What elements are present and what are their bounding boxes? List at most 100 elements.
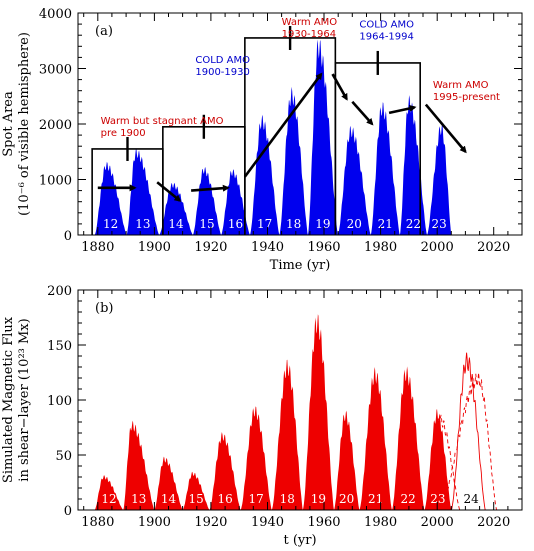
amo-annotation: Warm AMO 1995-present <box>433 80 500 103</box>
cycle-21-area <box>359 367 392 510</box>
trend-arrow <box>331 73 348 101</box>
x-axis: 1880 1900 1920 1940 1960 1980 2000 2020 <box>81 290 523 530</box>
cycle-label: 17 <box>257 217 272 231</box>
cycle-label: 12 <box>103 217 118 231</box>
amo-regime-boxes <box>91 25 421 235</box>
cycle-label: 18 <box>280 492 295 506</box>
x-tick-label: 2020 <box>477 515 510 530</box>
y-tick-label: 2000 <box>39 118 72 133</box>
x-tick-label: 1940 <box>251 515 284 530</box>
y-tick-label: 50 <box>55 449 72 464</box>
cycle-label: 14 <box>168 217 184 231</box>
cycle-labels: 12 13 14 15 16 17 18 19 20 21 22 23 <box>103 217 447 231</box>
amo-annotation-line: Warm AMO <box>282 17 338 28</box>
cycle-label: 22 <box>406 217 421 231</box>
cycle-label: 16 <box>228 217 243 231</box>
y-axis-title: Simulated Magnetic Flux <box>1 316 16 483</box>
y-axis-title: Spot Area <box>1 91 16 157</box>
x-tick-label: 2020 <box>477 240 510 255</box>
x-tick-label: 1980 <box>364 515 397 530</box>
cycle-20-area <box>333 410 360 510</box>
amo-annotation-line: COLD AMO <box>195 55 250 66</box>
amo-annotations: Warm but stagnant AMO pre 1900 COLD AMO 190… <box>101 17 500 139</box>
cycle-label: 17 <box>249 492 264 506</box>
x-axis-title: Time (yr) <box>270 258 331 273</box>
cycle-label: 12 <box>101 492 116 506</box>
amo-annotation-line: 1995-present <box>433 92 500 103</box>
y-tick-label: 1000 <box>39 174 72 189</box>
x-tick-label: 1880 <box>81 240 114 255</box>
cycle-17-area <box>249 114 280 235</box>
cycle-19-area <box>307 39 338 235</box>
trend-arrow <box>351 100 374 126</box>
magnetic-flux-series <box>94 314 452 510</box>
cycle-23-area <box>424 408 452 510</box>
y-tick-label: 0 <box>64 229 72 244</box>
cycle-labels: 12 13 14 15 16 17 18 19 20 21 22 23 24 <box>101 492 479 506</box>
cycle-label: 16 <box>217 492 232 506</box>
y-axis-title-units: in shear−layer (10²³ Mx) <box>17 318 32 481</box>
cycle-15-area <box>192 166 222 235</box>
trend-arrow <box>156 181 182 202</box>
forecast-curve-dashed <box>439 372 497 511</box>
amo-annotation: COLD AMO 1964-1994 <box>359 19 414 42</box>
cycle-label: 21 <box>368 492 383 506</box>
amo-annotation-line: 1930-1964 <box>282 29 337 40</box>
cycle-16-area <box>209 432 241 510</box>
cycle-22-area <box>399 95 427 235</box>
cycle-14-area <box>159 182 193 235</box>
cycle-13-area <box>126 148 160 235</box>
cycle-label: 23 <box>431 217 446 231</box>
trend-arrow <box>191 184 230 192</box>
amo-annotation-line: pre 1900 <box>101 128 146 139</box>
cycle-label: 13 <box>131 492 146 506</box>
x-tick-label: 2000 <box>421 515 454 530</box>
x-tick-label: 1880 <box>81 515 114 530</box>
cycle-18-area <box>279 86 308 235</box>
cycle-21-area <box>370 102 400 235</box>
cycle-12-area <box>94 475 124 510</box>
spot-area-series <box>94 39 452 235</box>
cycle-17-area <box>240 406 272 510</box>
cycle-label: 22 <box>401 492 416 506</box>
amo-annotation-line: Warm but stagnant AMO <box>101 116 224 127</box>
amo-annotation: Warm AMO 1930-1964 <box>282 17 338 40</box>
cycle-label: 20 <box>339 492 354 506</box>
panel-a: 12 13 14 15 16 17 18 19 20 21 22 23 Warm but stagna… <box>1 7 523 273</box>
cycle-label: 19 <box>315 217 330 231</box>
cycle-14-area <box>154 456 183 510</box>
x-tick-label: 2000 <box>421 240 454 255</box>
y-tick-label: 0 <box>64 504 72 519</box>
forecast-series <box>428 352 497 511</box>
cycle-label: 21 <box>378 217 393 231</box>
x-tick-label: 1980 <box>364 240 397 255</box>
panel-label: (a) <box>95 24 113 39</box>
trend-arrow <box>424 103 467 154</box>
cycle-22-area <box>391 366 425 510</box>
trend-arrow <box>388 104 417 115</box>
amo-annotation-line: 1964-1994 <box>359 31 414 42</box>
x-tick-label: 1920 <box>194 515 227 530</box>
trend-arrow <box>243 72 323 178</box>
cycle-12-area <box>94 161 127 235</box>
trend-arrows <box>97 72 467 202</box>
cycle-20-area <box>337 125 371 235</box>
cycle-18-area <box>271 359 303 510</box>
amo-annotation: Warm but stagnant AMO pre 1900 <box>101 116 224 139</box>
cycle-label: 23 <box>430 492 445 506</box>
cycle-label: 20 <box>347 217 362 231</box>
y-axis-title-units: (10⁻⁶ of visible hemisphere) <box>17 32 32 216</box>
cycle-label: 15 <box>188 492 203 506</box>
cycle-15-area <box>182 471 210 510</box>
amo-annotation: COLD AMO 1900-1930 <box>195 55 250 78</box>
x-tick-label: 1940 <box>251 240 284 255</box>
x-tick-label: 1960 <box>307 515 340 530</box>
x-tick-label: 1900 <box>138 240 171 255</box>
forecast-curve-solid <box>450 352 486 511</box>
cycle-13-area <box>123 420 155 510</box>
y-tick-label: 100 <box>47 394 72 409</box>
amo-annotation-line: COLD AMO <box>359 19 414 30</box>
panel-label: (b) <box>95 301 113 316</box>
y-tick-label: 3000 <box>39 63 72 78</box>
